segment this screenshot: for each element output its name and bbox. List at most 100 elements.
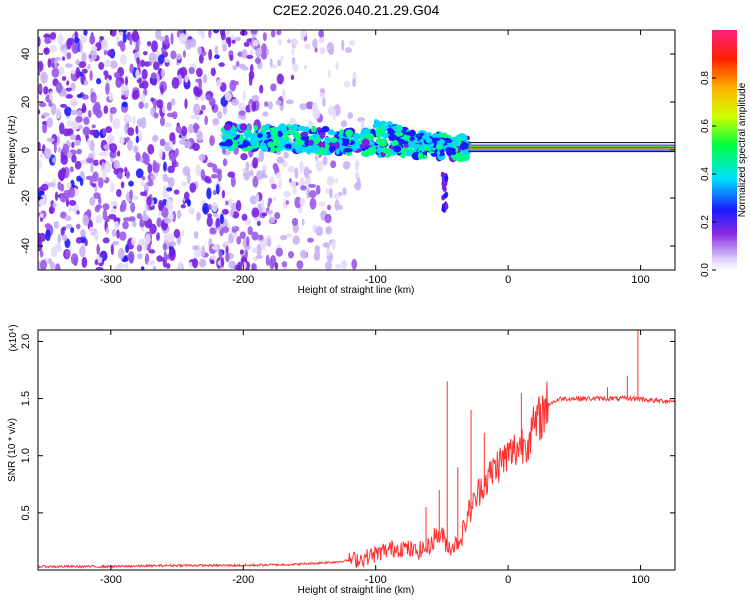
noise-blob: [162, 44, 168, 49]
noise-blob: [249, 49, 254, 55]
noise-blob: [49, 44, 57, 53]
noise-blob: [212, 163, 218, 173]
noise-blob: [38, 159, 42, 170]
noise-blob: [160, 69, 166, 78]
noise-blob: [221, 208, 229, 215]
noise-blob: [112, 240, 120, 246]
noise-blob: [190, 114, 198, 120]
band-blob: [275, 146, 281, 153]
noise-blob: [214, 45, 219, 55]
noise-blob: [235, 200, 242, 212]
noise-blob: [342, 187, 347, 196]
noise-blob: [59, 66, 65, 76]
band-blob: [461, 149, 471, 156]
noise-blob: [309, 197, 317, 210]
noise-blob: [142, 239, 148, 251]
noise-blob: [47, 58, 51, 69]
noise-blob: [262, 32, 267, 42]
band-blob: [328, 129, 335, 135]
snr-x-label: Height of straight line (km): [298, 585, 415, 596]
noise-blob: [74, 160, 82, 170]
noise-blob: [329, 187, 333, 199]
noise-blob: [264, 101, 269, 107]
noise-blob: [251, 263, 257, 270]
noise-blob: [285, 200, 289, 205]
noise-blob: [236, 236, 242, 245]
noise-blob: [198, 258, 207, 268]
noise-blob: [156, 232, 160, 241]
noise-blob: [44, 223, 52, 229]
noise-blob: [83, 79, 89, 86]
noise-blob: [187, 123, 195, 134]
noise-blob: [58, 122, 65, 135]
noise-blob: [102, 170, 107, 181]
noise-blob: [114, 265, 122, 270]
noise-blob: [156, 99, 164, 109]
noise-blob: [248, 73, 253, 86]
noise-blob: [96, 78, 102, 85]
band-blob: [253, 124, 258, 132]
secondary-band-blob: [432, 141, 437, 149]
noise-blob: [124, 76, 129, 86]
noise-blob: [133, 145, 139, 154]
y-tick-label: 40: [20, 48, 32, 60]
noise-blob: [103, 105, 109, 115]
noise-blob: [251, 231, 259, 241]
noise-blob: [57, 169, 66, 181]
noise-blob: [150, 174, 156, 181]
band-blob: [382, 133, 388, 139]
noise-blob: [110, 244, 114, 255]
noise-blob: [57, 33, 64, 46]
noise-blob: [141, 214, 150, 222]
noise-blob: [163, 58, 171, 63]
noise-blob: [150, 97, 155, 103]
noise-blob: [127, 250, 135, 263]
chart-title: C2E2.2026.040.21.29.G04: [273, 2, 440, 18]
noise-blob: [174, 53, 183, 60]
noise-blob: [118, 31, 124, 37]
noise-blob: [251, 95, 260, 101]
noise-blob: [332, 108, 337, 121]
noise-blob: [109, 111, 113, 123]
noise-blob: [76, 175, 82, 182]
noise-blob: [173, 189, 180, 195]
noise-blob: [296, 260, 304, 270]
band-blob: [430, 152, 438, 157]
noise-blob: [299, 103, 308, 111]
noise-blob: [236, 61, 240, 67]
noise-blob: [135, 69, 140, 80]
noise-blob: [215, 183, 220, 195]
noise-blob: [163, 250, 167, 261]
noise-blob: [112, 117, 121, 130]
noise-blob: [290, 180, 297, 188]
noise-blob: [96, 243, 100, 255]
noise-blob: [285, 99, 294, 105]
noise-blob: [53, 142, 57, 154]
noise-blob: [211, 201, 218, 213]
noise-blob: [128, 216, 136, 222]
noise-blob: [108, 213, 117, 220]
noise-blob: [194, 88, 202, 96]
noise-blob: [94, 229, 99, 242]
noise-blob: [292, 38, 297, 49]
noise-blob: [144, 102, 149, 109]
noise-blob: [219, 82, 227, 93]
noise-blob: [152, 162, 160, 174]
noise-blob: [173, 228, 181, 239]
noise-blob: [69, 166, 74, 173]
band-blob: [239, 134, 244, 141]
noise-blob: [104, 161, 112, 173]
noise-blob: [81, 256, 88, 269]
noise-blob: [267, 197, 273, 204]
noise-blob: [140, 59, 146, 68]
band-blob: [310, 125, 317, 133]
snr-content: [38, 330, 675, 570]
noise-blob: [211, 245, 219, 251]
noise-blob: [204, 176, 212, 184]
band-blob: [364, 133, 371, 139]
band-blob: [242, 139, 249, 148]
noise-blob: [47, 258, 53, 265]
y-tick-label: 1.5: [20, 391, 32, 406]
branch-blob: [441, 206, 446, 213]
noise-blob: [242, 90, 246, 102]
